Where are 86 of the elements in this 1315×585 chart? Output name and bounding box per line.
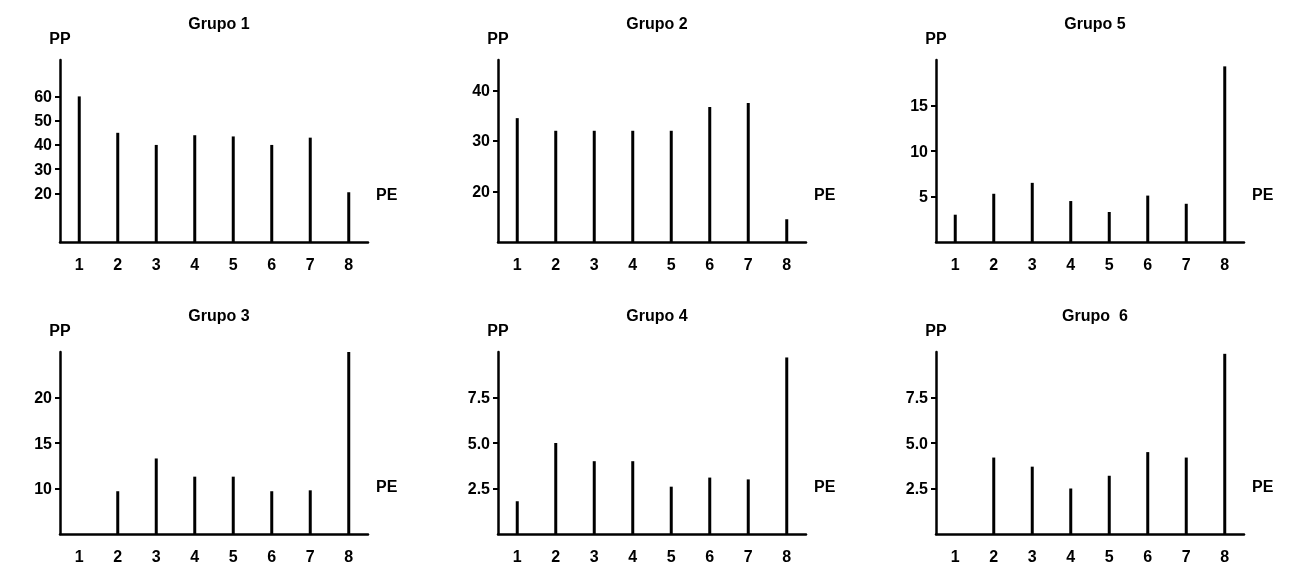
chart-title: Grupo 3 bbox=[188, 306, 250, 324]
x-tick-label: 6 bbox=[267, 255, 277, 273]
y-tick-label: 2.5 bbox=[467, 480, 491, 497]
x-tick-label: 4 bbox=[1066, 547, 1076, 565]
x-axis-title: PE bbox=[376, 477, 398, 495]
x-tick-label: 1 bbox=[512, 255, 522, 273]
x-axis-title: PE bbox=[376, 185, 398, 203]
x-tick-label: 8 bbox=[1220, 547, 1230, 565]
y-tick-label: 40 bbox=[472, 81, 491, 99]
x-tick-label: 6 bbox=[267, 547, 277, 565]
x-tick-label: 4 bbox=[1066, 255, 1076, 273]
chart-title: Grupo 1 bbox=[188, 14, 250, 32]
x-tick-label: 3 bbox=[151, 547, 161, 565]
x-tick-label: 4 bbox=[190, 547, 200, 565]
y-tick-label: 30 bbox=[472, 132, 491, 150]
x-tick-label: 2 bbox=[551, 255, 561, 273]
y-tick-label: 20 bbox=[34, 389, 53, 406]
y-tick-label: 15 bbox=[910, 97, 929, 114]
x-axis-title: PE bbox=[1252, 477, 1274, 495]
x-tick-label: 8 bbox=[344, 547, 354, 565]
x-tick-label: 5 bbox=[228, 547, 238, 565]
x-tick-label: 4 bbox=[628, 547, 638, 565]
y-axis-title: PP bbox=[49, 29, 71, 47]
x-tick-label: 1 bbox=[74, 547, 84, 565]
x-tick-label: 3 bbox=[1027, 547, 1037, 565]
y-axis-title: PP bbox=[925, 321, 947, 339]
y-tick-label: 5.0 bbox=[467, 434, 491, 452]
y-tick-label: 5.0 bbox=[905, 434, 929, 452]
x-tick-label: 1 bbox=[74, 255, 84, 273]
x-tick-label: 3 bbox=[151, 255, 161, 273]
y-tick-label: 15 bbox=[34, 434, 53, 452]
x-axis-title: PE bbox=[1252, 185, 1274, 203]
y-tick-label: 40 bbox=[34, 136, 53, 154]
x-tick-label: 8 bbox=[782, 547, 792, 565]
x-tick-label: 5 bbox=[228, 255, 238, 273]
x-tick-label: 6 bbox=[1143, 255, 1153, 273]
x-tick-label: 4 bbox=[190, 255, 200, 273]
y-tick-label: 7.5 bbox=[467, 389, 491, 406]
x-tick-label: 7 bbox=[743, 255, 753, 273]
x-tick-label: 5 bbox=[666, 547, 676, 565]
chart-title: Grupo 4 bbox=[626, 306, 688, 324]
x-tick-label: 2 bbox=[113, 255, 123, 273]
y-tick-label: 20 bbox=[34, 184, 53, 202]
x-tick-label: 1 bbox=[950, 547, 960, 565]
chart-title: Grupo 5 bbox=[1064, 14, 1126, 32]
x-tick-label: 2 bbox=[551, 547, 561, 565]
chart-title: Grupo 2 bbox=[626, 14, 688, 32]
x-tick-label: 7 bbox=[743, 547, 753, 565]
y-tick-label: 5 bbox=[919, 188, 929, 205]
x-tick-label: 7 bbox=[305, 255, 315, 273]
x-tick-label: 3 bbox=[1027, 255, 1037, 273]
x-tick-label: 5 bbox=[1104, 255, 1114, 273]
x-tick-label: 5 bbox=[1104, 547, 1114, 565]
x-tick-label: 6 bbox=[705, 255, 715, 273]
y-axis-title: PP bbox=[49, 321, 71, 339]
x-tick-label: 4 bbox=[628, 255, 638, 273]
x-tick-label: 5 bbox=[666, 255, 676, 273]
x-tick-label: 7 bbox=[305, 547, 315, 565]
y-tick-label: 60 bbox=[34, 87, 53, 105]
x-tick-label: 6 bbox=[1143, 547, 1153, 565]
y-tick-label: 10 bbox=[910, 142, 929, 160]
x-tick-label: 2 bbox=[113, 547, 123, 565]
y-tick-label: 2.5 bbox=[905, 480, 929, 497]
x-axis-title: PE bbox=[814, 185, 836, 203]
y-tick-label: 20 bbox=[472, 182, 491, 200]
y-tick-label: 30 bbox=[34, 160, 53, 178]
y-axis-title: PP bbox=[925, 29, 947, 47]
y-axis-title: PP bbox=[487, 321, 509, 339]
chart-title: Grupo 6 bbox=[1062, 306, 1128, 324]
x-tick-label: 1 bbox=[950, 255, 960, 273]
x-tick-label: 1 bbox=[512, 547, 522, 565]
x-tick-label: 7 bbox=[1181, 547, 1191, 565]
x-tick-label: 3 bbox=[589, 547, 599, 565]
y-tick-label: 50 bbox=[34, 112, 53, 130]
y-axis-title: PP bbox=[487, 29, 509, 47]
x-tick-label: 7 bbox=[1181, 255, 1191, 273]
x-tick-label: 8 bbox=[782, 255, 792, 273]
x-tick-label: 6 bbox=[705, 547, 715, 565]
x-axis-title: PE bbox=[814, 477, 836, 495]
y-tick-label: 7.5 bbox=[905, 389, 929, 406]
x-tick-label: 2 bbox=[989, 547, 999, 565]
x-tick-label: 8 bbox=[1220, 255, 1230, 273]
x-tick-label: 3 bbox=[589, 255, 599, 273]
x-tick-label: 8 bbox=[344, 255, 354, 273]
x-tick-label: 2 bbox=[989, 255, 999, 273]
y-tick-label: 10 bbox=[34, 480, 53, 497]
